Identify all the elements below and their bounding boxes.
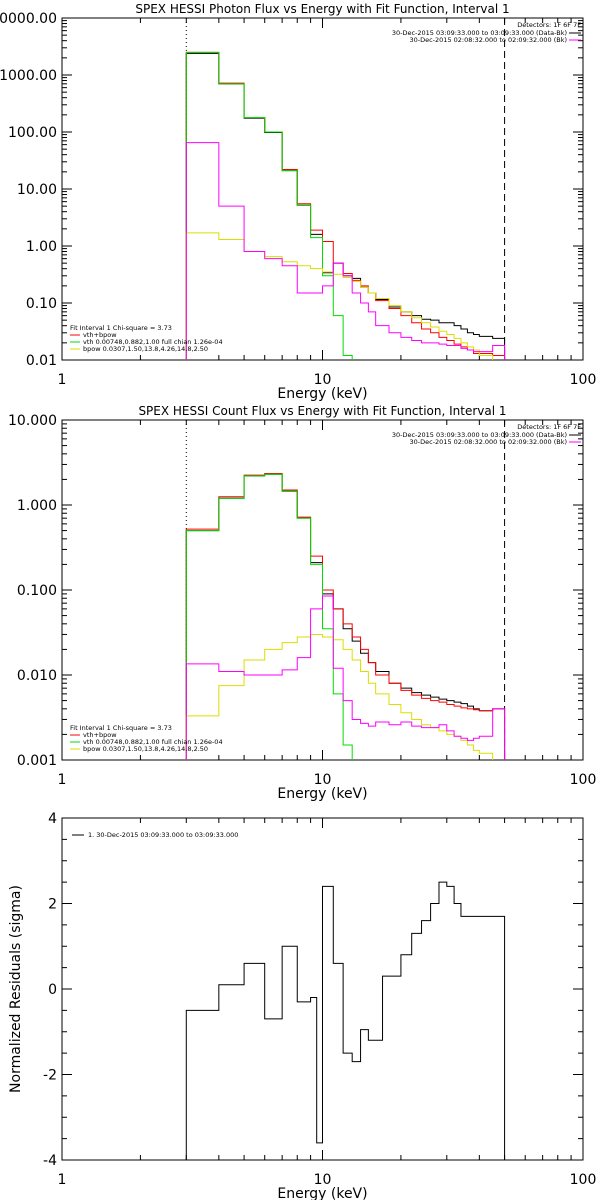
fit-legend-entry: vth+bpow: [83, 731, 117, 739]
y-tick-label: 4: [48, 811, 57, 827]
y-tick-label: 0.100: [17, 583, 57, 599]
legend-entry: 30-Dec-2015 03:09:33.000 to 03:09:33.000…: [392, 431, 567, 439]
fit-legend-entry: bpow 0.0307,1.50,13.8,4.26,14.8,2.50: [83, 745, 208, 753]
x-tick-label: 100: [570, 772, 597, 788]
x-axis-label: Energy (keV): [277, 1186, 367, 1200]
y-tick-label: 0.010: [17, 668, 57, 684]
chart-panel-1: 1 10 100 0.01 0.10 1.00 10.00 100.00 1000.00 1000…: [0, 2, 597, 402]
chart-title: SPEX HESSI Count Flux vs Energy with Fit…: [138, 404, 506, 418]
x-tick-label: 1: [58, 1172, 67, 1188]
legend-header: Detectors: 1F 6F 7F: [517, 423, 581, 431]
y-tick-label: 1.00: [26, 239, 57, 255]
series-line-vth: [185, 51, 353, 360]
series-line-background: [185, 142, 506, 360]
series-group: [185, 51, 506, 360]
x-tick-label: 1: [58, 372, 67, 388]
legend-entry: 30-Dec-2015 02:08:32.000 to 02:09:32.000…: [410, 438, 568, 446]
y-tick-label: -4: [43, 1153, 57, 1169]
legend-entry: 30-Dec-2015 03:09:33.000 to 03:09:33.000…: [392, 29, 567, 37]
y-tick-label: 10000.00: [0, 11, 57, 27]
fit-legend-header: Fit Interval 1 Chi-square = 3.73: [70, 724, 172, 732]
x-axis-label: Energy (keV): [277, 386, 367, 402]
series-line-vth: [185, 473, 353, 760]
fit-legend-header: Fit Interval 1 Chi-square = 3.73: [70, 324, 172, 332]
y-tick-label: 2: [48, 897, 57, 913]
y-tick-label: 0.001: [17, 753, 57, 769]
x-tick-label: 100: [570, 372, 597, 388]
y-axis-label: Normalized Residuals (sigma): [8, 885, 24, 1093]
legend-header: Detectors: 1F 6F 7F: [517, 21, 581, 29]
residual-legend-entry: 1. 30-Dec-2015 03:09:33.000 to 03:09:33.…: [88, 831, 238, 839]
y-tick-label: 100.00: [8, 125, 57, 141]
y-tick-label: 0.10: [26, 296, 57, 312]
series-line-data: [185, 52, 506, 360]
x-tick-label: 10: [314, 372, 332, 388]
series-group: [185, 472, 506, 760]
series-line-data: [185, 881, 506, 1160]
series-group: [185, 881, 506, 1160]
series-line-bpow: [185, 633, 494, 760]
fit-legend-entry: vth+bpow: [83, 331, 117, 339]
fit-legend-entry: vth 0.00748,0.882,1.00 full chian 1.26e-…: [83, 738, 223, 746]
y-tick-label: 1000.00: [0, 68, 57, 84]
fit-legend-entry: bpow 0.0307,1.50,13.8,4.26,14.8,2.50: [83, 345, 208, 353]
y-tick-label: 0.01: [26, 353, 57, 369]
x-tick-label: 100: [570, 1172, 597, 1188]
fit-legend-entry: vth 0.00748,0.882,1.00 full chian 1.26e-…: [83, 338, 223, 346]
x-tick-label: 1: [58, 772, 67, 788]
chart-panel-3: 1 10 100 -4 -2 0 2 4 Energy (keV) Normalized Resi…: [8, 811, 596, 1200]
series-line-total: [185, 51, 506, 360]
chart-title: SPEX HESSI Photon Flux vs Energy with Fi…: [135, 2, 509, 16]
y-tick-label: 0: [48, 982, 57, 998]
y-tick-label: 10.00: [17, 182, 57, 198]
y-tick-label: 1.000: [17, 498, 57, 514]
series-line-bpow: [185, 232, 494, 360]
chart-panel-2: 1 10 100 0.001 0.010 0.100 1.000 10.000 SPEX HES…: [8, 404, 597, 802]
x-tick-label: 10: [314, 1172, 332, 1188]
series-line-total: [185, 472, 506, 760]
y-tick-label: 10.000: [8, 413, 57, 429]
x-axis-label: Energy (keV): [277, 786, 367, 802]
series-line-background: [185, 595, 506, 760]
y-tick-label: -2: [43, 1068, 57, 1084]
x-tick-label: 10: [314, 772, 332, 788]
legend-entry: 30-Dec-2015 02:08:32.000 to 02:09:32.000…: [410, 36, 568, 44]
